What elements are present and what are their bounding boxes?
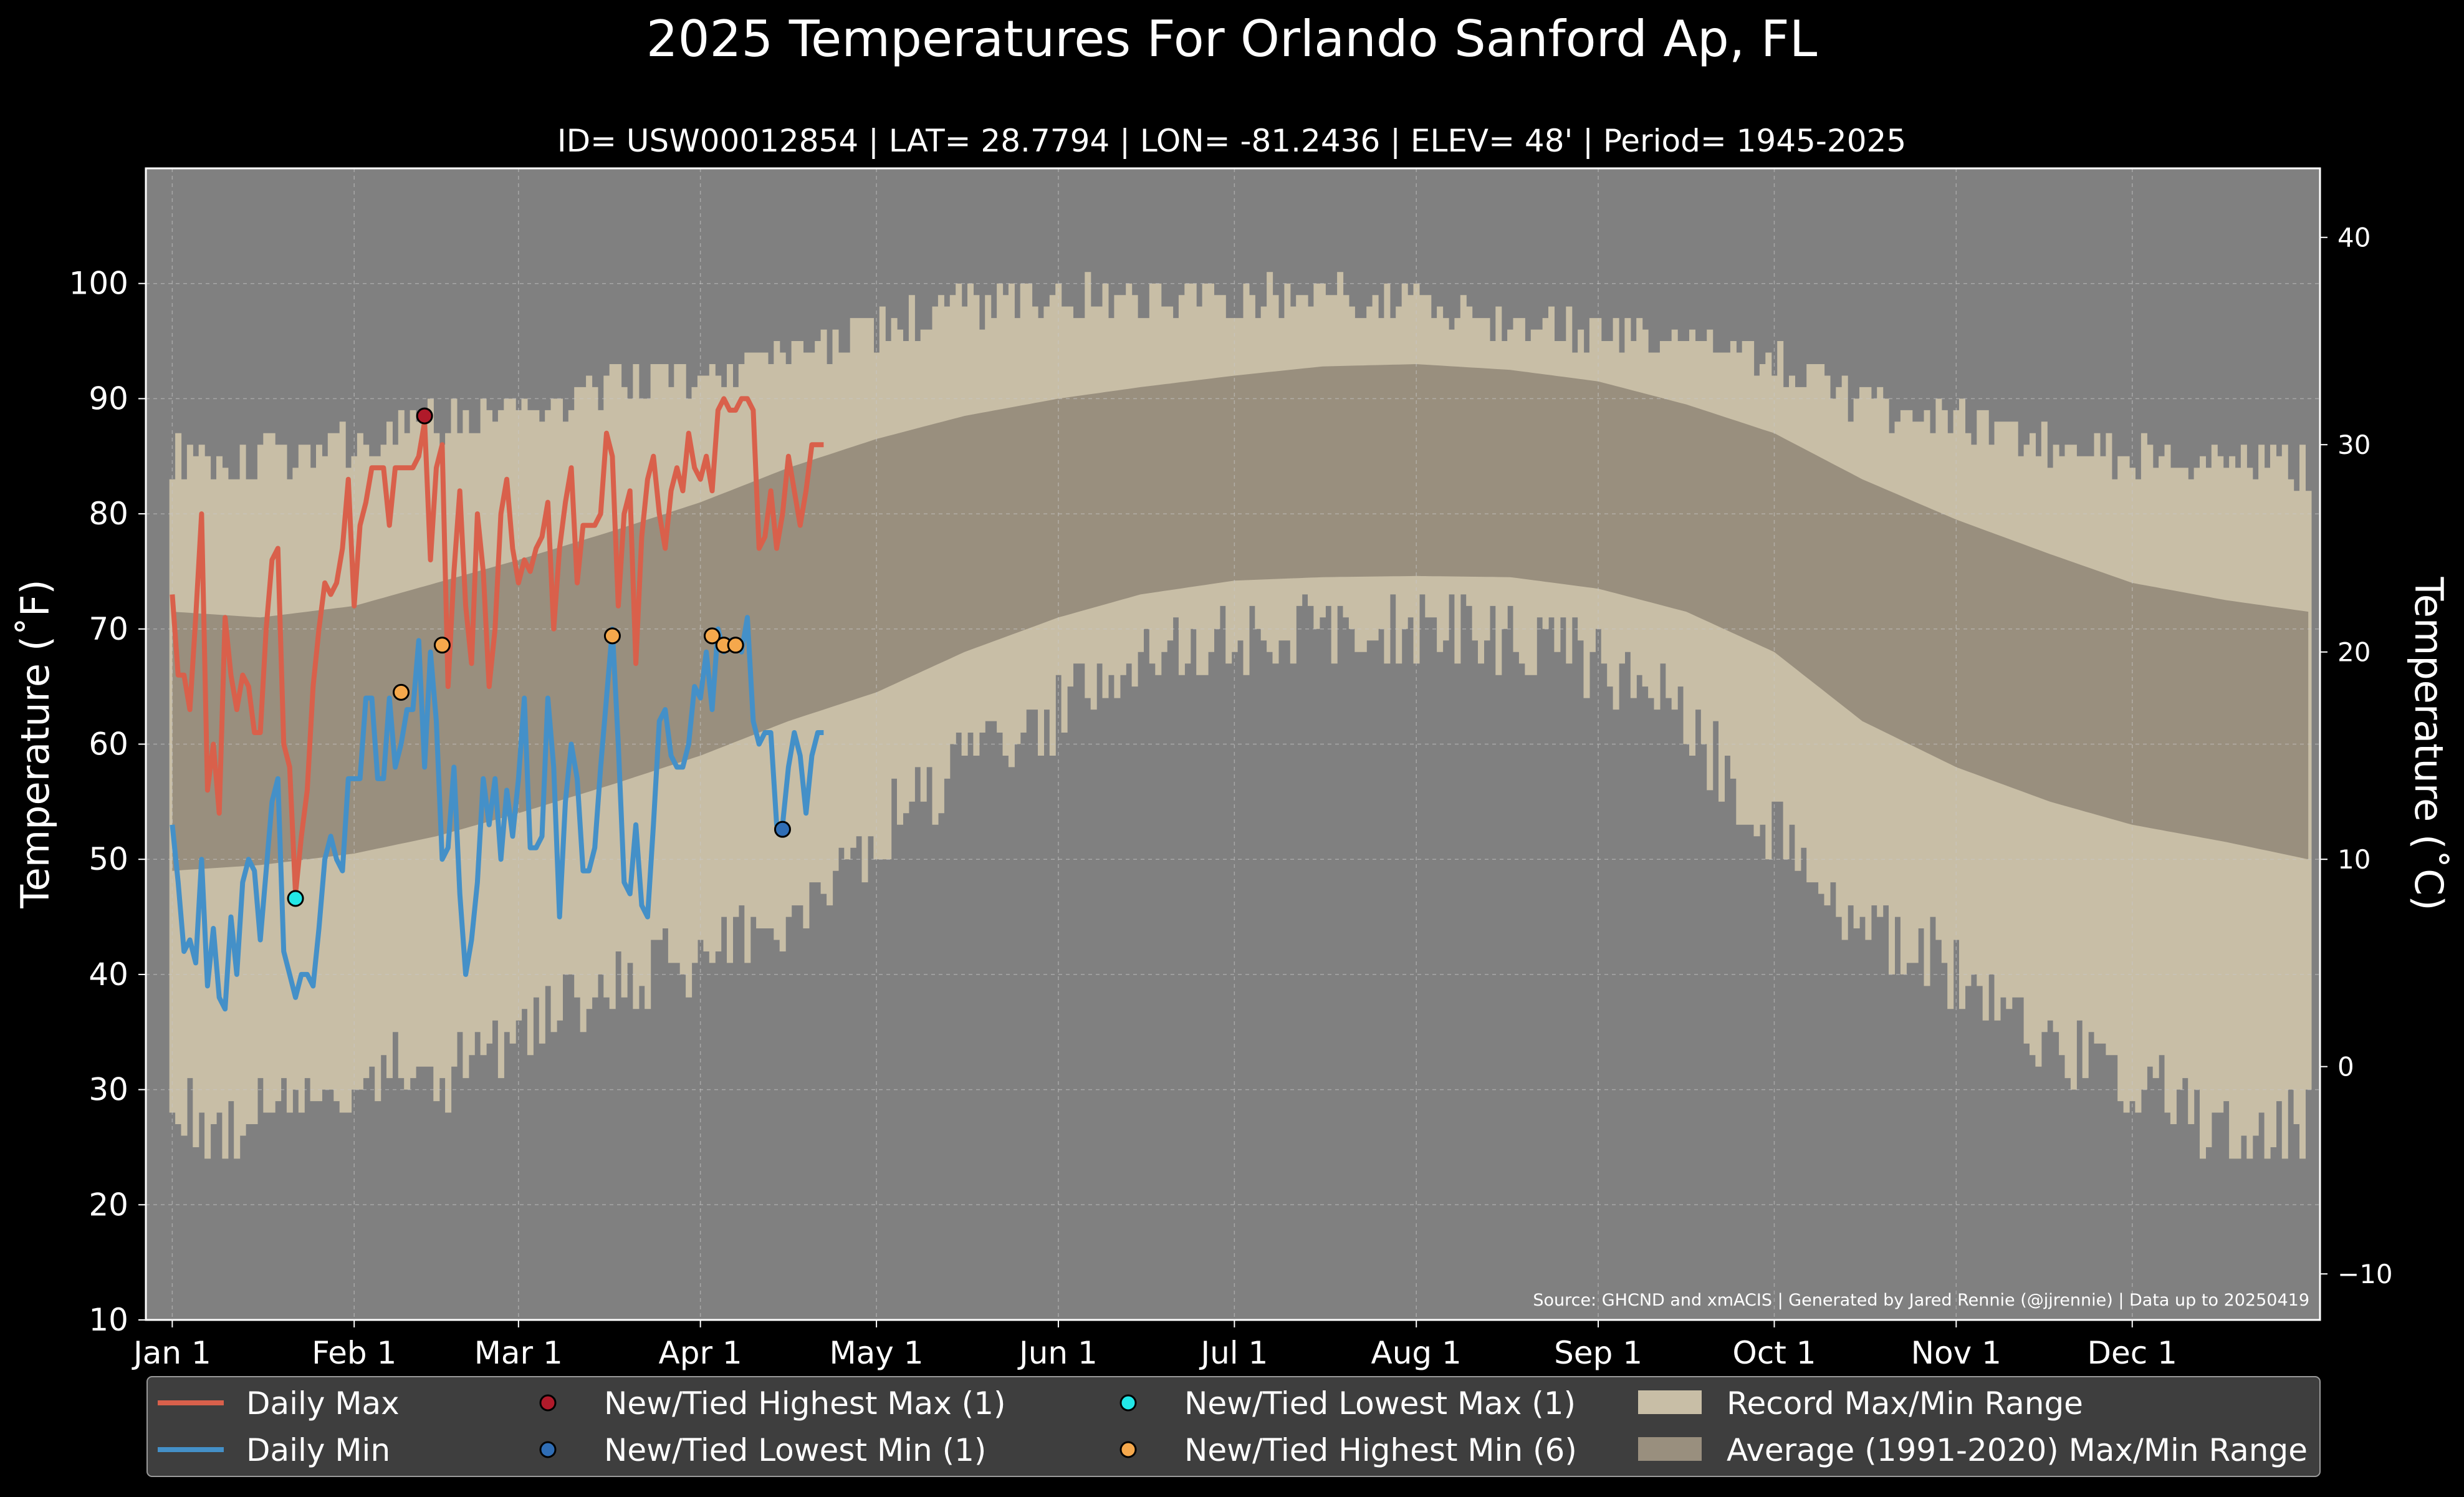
x-tick-label: Feb 1	[312, 1335, 396, 1371]
y-axis-label-left: Temperature (˚F)	[12, 579, 58, 908]
chart-title: 2025 Temperatures For Orlando Sanford Ap…	[646, 10, 1818, 68]
x-tick-label: Oct 1	[1732, 1335, 1816, 1371]
y-tick-label: 30	[89, 1072, 128, 1108]
legend-label: New/Tied Highest Min (6)	[1184, 1432, 1577, 1468]
y-right-tick-label: −10	[2337, 1259, 2393, 1289]
record-marker-highest-min	[727, 637, 744, 654]
x-tick-label: Jan 1	[132, 1335, 211, 1371]
legend: Daily Max Daily Min New/Tied Highest Max (…	[146, 1376, 2321, 1477]
legend-label: Average (1991-2020) Max/Min Range	[1727, 1432, 2308, 1468]
legend-label: New/Tied Lowest Min (1)	[604, 1432, 986, 1468]
legend-label: Daily Max	[246, 1385, 400, 1422]
x-tick-label: Nov 1	[1911, 1335, 2001, 1371]
y-tick-label: 60	[89, 726, 128, 763]
plot-area	[138, 167, 2327, 1327]
x-tick-label: May 1	[830, 1335, 924, 1371]
source-note: Source: GHCND and xmACIS | Generated by …	[1533, 1291, 2309, 1310]
x-tick-label: Jul 1	[1199, 1335, 1268, 1371]
chart-subtitle: ID= USW00012854 | LAT= 28.7794 | LON= -8…	[557, 123, 1906, 159]
legend-handle-dot	[1119, 1394, 1137, 1412]
record-marker-highest-min	[433, 637, 451, 654]
y-tick-label: 70	[89, 611, 128, 647]
daily-min-line	[170, 615, 824, 1012]
x-tick-label: Dec 1	[2088, 1335, 2177, 1371]
x-tick-label: Sep 1	[1554, 1335, 1642, 1371]
y-tick-label: 50	[89, 841, 128, 877]
record-marker-lowest-min	[774, 821, 791, 838]
record-marker-lowest-max	[287, 890, 304, 907]
record-marker-highest-min	[703, 627, 721, 645]
legend-handle-patch	[1638, 1390, 1702, 1414]
legend-handle-dot	[539, 1394, 557, 1412]
y-tick-label: 20	[89, 1187, 128, 1223]
legend-label: Record Max/Min Range	[1727, 1385, 2083, 1422]
plot-frame	[145, 167, 2321, 1321]
y-right-tick-label: 10	[2337, 844, 2371, 875]
y-tick-label: 10	[89, 1302, 128, 1338]
legend-handle-dot	[1119, 1441, 1137, 1458]
x-tick-label: Aug 1	[1371, 1335, 1462, 1371]
legend-label: New/Tied Lowest Max (1)	[1184, 1385, 1576, 1422]
y-axis-label-right: Temperature (˚C)	[2406, 576, 2452, 910]
y-tick-label: 100	[69, 266, 128, 302]
y-right-tick-label: 40	[2337, 223, 2371, 253]
record-marker-highest-max	[416, 407, 433, 425]
daily-max-line	[170, 396, 824, 897]
record-marker-highest-min	[603, 627, 621, 645]
record-marker-highest-min	[393, 683, 410, 701]
legend-box	[146, 1376, 2321, 1477]
legend-label: New/Tied Highest Max (1)	[604, 1385, 1006, 1422]
legend-handle-dot	[539, 1441, 557, 1458]
y-right-tick-label: 20	[2337, 637, 2371, 668]
legend-label: Daily Min	[246, 1432, 390, 1468]
y-tick-label: 80	[89, 496, 128, 532]
legend-handle-patch	[1638, 1437, 1702, 1461]
y-tick-label: 40	[89, 956, 128, 993]
y-right-tick-label: 30	[2337, 430, 2371, 460]
y-right-tick-label: 0	[2337, 1052, 2354, 1082]
x-tick-label: Mar 1	[474, 1335, 563, 1371]
x-tick-label: Jun 1	[1017, 1335, 1098, 1371]
x-tick-label: Apr 1	[659, 1335, 742, 1371]
y-tick-label: 90	[89, 380, 128, 416]
